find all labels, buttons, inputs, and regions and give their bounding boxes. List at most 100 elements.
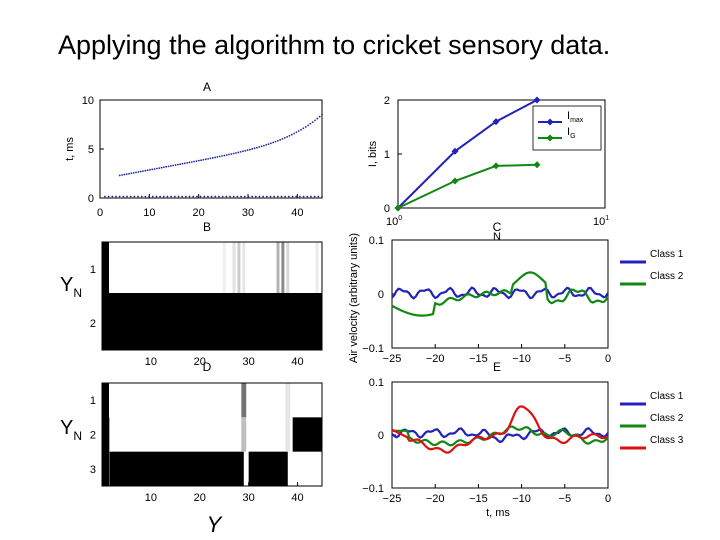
panel-c-frame (391, 239, 609, 349)
panel-c-legend-box (615, 248, 695, 294)
panel-a-dot-series-1 (314, 119, 316, 122)
panel-d-ytick-label: 1 (90, 395, 96, 407)
panel-d-left-strip (102, 383, 109, 486)
panel-a-dot-series-2 (262, 195, 265, 198)
panel-e-legend-label-class-3: Class 3 (650, 435, 684, 446)
panel-d-footer-label: Y (207, 512, 223, 537)
panel-e-label: E (493, 360, 501, 374)
panel-c-ytick-label: 0.1 (369, 235, 384, 247)
panel-a-dot-series-1 (274, 140, 277, 143)
panel-a-dot-series-1 (153, 168, 156, 170)
panel-c-xtick-label: −5 (559, 353, 572, 365)
panel-d-cell (292, 417, 322, 452)
panel-e-xtick-label: −20 (426, 493, 445, 505)
info-legend-box (532, 105, 602, 151)
panel-a-dot-series-2 (173, 195, 176, 198)
panel-a-dot-series-1 (144, 169, 147, 172)
panel-a-dot-series-2 (232, 195, 235, 198)
panel-d-ylabel: YN (60, 417, 82, 443)
info-marker-i-max (492, 118, 500, 126)
panel-c-xtick-label: −15 (469, 353, 488, 365)
panel-a-dot-series-2 (137, 195, 139, 198)
panel-a-dot-series-2 (151, 195, 154, 198)
info-marker-i-g (533, 161, 541, 169)
panel-a-dot-series-1 (156, 167, 158, 170)
panel-a-dot-series-2 (162, 195, 165, 198)
panel-a-dot-series-1 (204, 158, 207, 161)
panel-b-left-strip (102, 242, 109, 350)
info-legend-label-i-g: IG (567, 126, 576, 140)
panel-c-ylabel: Air velocity (arbitrary units) (348, 233, 360, 363)
panel-a-dot-series-2 (313, 195, 316, 198)
panel-d-xtick-label: 10 (145, 492, 157, 504)
panel-b-ytick-label: 1 (90, 264, 96, 276)
panel-a-dot-series-2 (184, 195, 187, 198)
panel-a-dot-series-1 (235, 152, 237, 154)
panel-a-dot-series-2 (148, 195, 150, 198)
panel-b-xtick-label: 40 (291, 356, 303, 368)
panel-a-dot-series-1 (181, 162, 184, 165)
panel-a-dot-series-1 (207, 157, 209, 160)
panel-e-line-class-3 (391, 405, 609, 454)
panel-a-label: A (203, 80, 211, 94)
panel-b-ylabel: YN (60, 274, 82, 300)
panel-a-dot-series-2 (236, 195, 239, 198)
panel-a-dot-series-1 (302, 127, 305, 130)
panel-a-dot-series-1 (118, 174, 121, 177)
panel-a-dot-series-2 (302, 195, 305, 198)
panel-a-dot-series-1 (307, 124, 309, 127)
panel-a-dot-series-2 (203, 195, 206, 198)
panel-a-dot-series-1 (228, 153, 230, 156)
panel-a-dot-series-1 (172, 164, 175, 167)
panel-a-dot-series-2 (229, 195, 231, 198)
panel-d-xtick-label: 30 (243, 492, 255, 504)
panel-a-dot-series-2 (115, 195, 117, 198)
panel-c-label-extra: N (493, 231, 501, 243)
panel-a-dot-series-1 (125, 173, 128, 176)
info-marker-i-g (451, 177, 459, 185)
panel-a-dot-series-1 (300, 128, 302, 131)
panel-a-xtick-label: 10 (143, 207, 155, 219)
panel-a-dot-series-2 (251, 195, 253, 198)
panel-e-xlabel: t, ms (486, 507, 510, 519)
panel-a-dot-series-2 (177, 195, 180, 198)
panel-a-dot-series-2 (218, 195, 220, 198)
panel-a-dot-series-2 (276, 195, 279, 198)
panel-c-line-class-2 (391, 271, 609, 317)
panel-a-dot-series-1 (202, 158, 205, 161)
panel-d-cell (241, 383, 247, 418)
panel-a-dot-series-2 (126, 195, 128, 198)
panel-a-xtick-label: 30 (242, 207, 254, 219)
panel-a-dot-series-1 (218, 155, 221, 158)
panel-a-dot-series-1 (290, 133, 293, 136)
info-ytick-label: 0 (384, 203, 390, 215)
panel-e-ytick-label: 0 (378, 430, 384, 442)
info-line-i-max (397, 99, 538, 209)
panel-a-dot-series-1 (281, 137, 284, 140)
info-legend-label-i-max: Imax (567, 110, 584, 124)
panel-a-dot-series-1 (244, 149, 247, 152)
panel-a-frame (99, 99, 323, 199)
panel-a-dot-series-2 (284, 195, 287, 198)
panel-a-dot-series-1 (130, 172, 133, 175)
panel-a-dot-series-2 (287, 195, 290, 198)
panel-a-dot-series-2 (107, 195, 110, 198)
panel-a-dot-series-2 (258, 195, 261, 198)
panel-d-label: D (203, 360, 212, 374)
panel-a-dot-series-1 (265, 143, 268, 146)
panel-a-dot-series-2 (280, 195, 283, 198)
panel-a-dot-series-2 (166, 195, 169, 198)
info-marker-i-g (394, 204, 402, 212)
panel-a-dot-series-1 (211, 157, 214, 159)
panel-a-dot-series-1 (139, 170, 142, 173)
panel-a-dot-series-1 (142, 170, 144, 173)
panel-e-xtick-label: −10 (512, 493, 531, 505)
panel-b-cell-gray (237, 242, 241, 293)
panel-a-dot-series-2 (306, 195, 309, 198)
panel-a-dot-series-2 (129, 195, 132, 198)
panel-a-dot-series-1 (195, 160, 198, 163)
panel-a-dot-series-2 (192, 195, 195, 198)
panel-a-dot-series-1 (158, 167, 161, 169)
panel-b-cell-black (109, 293, 322, 350)
panel-e-xtick-label: −15 (469, 493, 488, 505)
